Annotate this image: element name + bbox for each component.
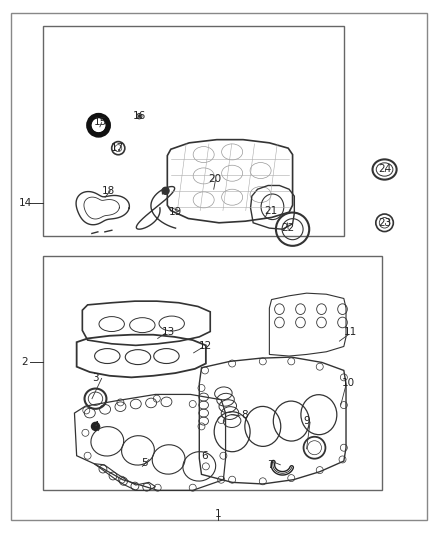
Text: 24: 24 [378, 165, 391, 174]
Text: 14: 14 [18, 198, 32, 207]
Text: 5: 5 [141, 458, 148, 467]
Text: 7: 7 [267, 460, 274, 470]
Bar [43, 26, 344, 236]
Text: 19: 19 [169, 207, 182, 217]
Text: 13: 13 [162, 327, 175, 336]
Text: 20: 20 [208, 174, 221, 183]
Circle shape [93, 120, 104, 131]
Text: 1: 1 [215, 510, 222, 519]
Text: 15: 15 [94, 117, 107, 126]
Circle shape [138, 115, 141, 117]
Text: 16: 16 [133, 111, 146, 121]
Text: 3: 3 [92, 374, 99, 383]
Text: 4: 4 [92, 422, 99, 431]
Text: 6: 6 [201, 451, 208, 461]
Bar [43, 256, 382, 490]
Text: 12: 12 [198, 342, 212, 351]
Text: 9: 9 [303, 416, 310, 426]
Text: 18: 18 [102, 186, 115, 196]
Text: 8: 8 [241, 410, 248, 419]
Circle shape [162, 187, 169, 195]
Text: 11: 11 [344, 327, 357, 336]
Text: 10: 10 [342, 378, 355, 387]
Text: 23: 23 [378, 218, 391, 228]
Text: 22: 22 [282, 223, 295, 233]
Circle shape [92, 422, 99, 431]
Text: 2: 2 [21, 358, 28, 367]
Text: 21: 21 [264, 206, 277, 215]
Text: 17: 17 [111, 143, 124, 153]
